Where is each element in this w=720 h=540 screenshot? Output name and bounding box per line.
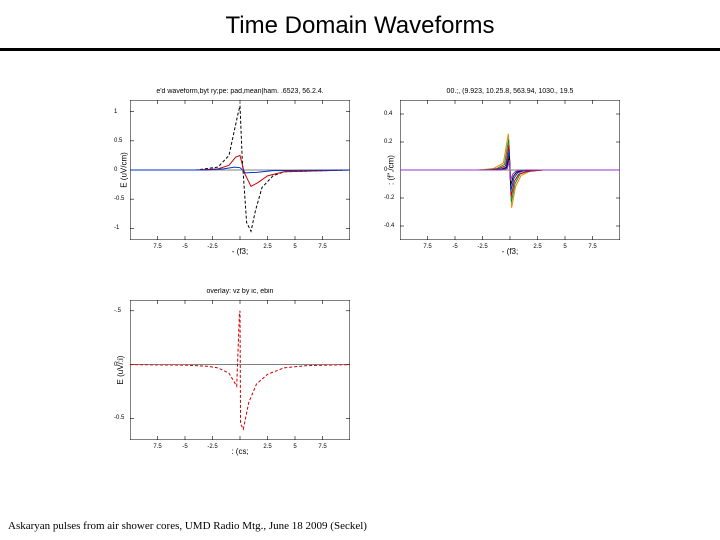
- y-tick-label: 0.2: [384, 139, 392, 145]
- y-tick-label: 0: [114, 362, 117, 368]
- y-tick-label: 0: [384, 167, 387, 173]
- x-tick-label: 5: [293, 244, 296, 250]
- panel-title: e'd waveform,byt ry;pe: pad,mean|ham. .6…: [130, 88, 350, 95]
- x-tick-label: 5: [563, 244, 566, 250]
- page-title: Time Domain Waveforms: [0, 12, 720, 40]
- y-tick-label: -0.2: [384, 195, 394, 201]
- title-rule: [0, 48, 720, 51]
- y-axis-label: E (uV/:i): [116, 356, 125, 385]
- y-tick-label: -0.5: [114, 415, 124, 421]
- chart-panel-top-left: e'd waveform,byt ry;pe: pad,mean|ham. .6…: [130, 100, 350, 240]
- x-tick-label: 7.5: [153, 444, 161, 450]
- y-tick-label: -0.4: [384, 223, 394, 229]
- x-tick-label: 2.5: [263, 444, 271, 450]
- x-tick-label: -2.5: [207, 244, 217, 250]
- y-axis-label: E (uV/cm): [119, 152, 128, 188]
- footer-text: Askaryan pulses from air shower cores, U…: [8, 520, 367, 532]
- y-tick-label: 0.4: [384, 111, 392, 117]
- x-axis-label: - (f3;: [502, 247, 518, 256]
- y-tick-label: 0: [114, 167, 117, 173]
- x-tick-label: 2.5: [533, 244, 541, 250]
- y-axis-label: : (f"./cm): [386, 155, 395, 185]
- y-tick-label: 1: [114, 109, 117, 115]
- chart-svg: [400, 100, 620, 240]
- x-tick-label: 5: [293, 444, 296, 450]
- y-tick-label: -0.5: [114, 196, 124, 202]
- x-tick-label: -2.5: [477, 244, 487, 250]
- x-tick-label: 7.5: [318, 244, 326, 250]
- x-tick-label: -2.5: [207, 444, 217, 450]
- x-tick-label: -5: [452, 244, 457, 250]
- panel-title: 00.;, (9.923, 10.25.8, 563.94, 1030., 19…: [400, 88, 620, 95]
- y-tick-label: -1: [114, 225, 119, 231]
- chart-panel-bottom-left: overlay: vz by ic, ebin E (uV/:i) : (cs;…: [130, 300, 350, 440]
- x-axis-label: - (f3;: [232, 247, 248, 256]
- x-tick-label: 7.5: [588, 244, 596, 250]
- chart-panel-top-right: 00.;, (9.923, 10.25.8, 563.94, 1030., 19…: [400, 100, 620, 240]
- chart-svg: [130, 100, 350, 240]
- slide: Time Domain Waveforms e'd waveform,byt r…: [0, 0, 720, 540]
- x-tick-label: 7.5: [153, 244, 161, 250]
- x-tick-label: 7.5: [318, 444, 326, 450]
- x-tick-label: -5: [182, 444, 187, 450]
- chart-svg: [130, 300, 350, 440]
- y-tick-label: 0.5: [114, 138, 122, 144]
- x-tick-label: 7.5: [423, 244, 431, 250]
- panel-title: overlay: vz by ic, ebin: [130, 288, 350, 295]
- x-tick-label: -5: [182, 244, 187, 250]
- y-tick-label: -.5: [114, 308, 121, 314]
- x-tick-label: 2.5: [263, 244, 271, 250]
- x-axis-label: : (cs;: [231, 447, 248, 456]
